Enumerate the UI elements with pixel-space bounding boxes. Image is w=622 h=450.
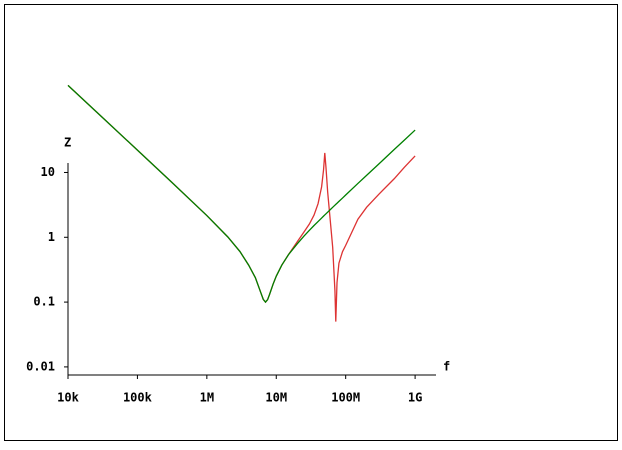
x-axis-label: f <box>443 360 450 374</box>
y-tick-label: 0.01 <box>26 359 55 373</box>
x-tick-label: 10M <box>265 391 287 405</box>
x-tick-label: 100M <box>331 391 360 405</box>
frame <box>4 4 618 441</box>
x-tick-label: 100k <box>123 391 153 405</box>
x-tick-label: 1G <box>408 391 422 405</box>
y-tick-label: 1 <box>48 230 55 244</box>
y-tick-label: 10 <box>41 165 55 179</box>
y-axis-label: Z <box>64 136 71 150</box>
x-tick-label: 10k <box>57 391 79 405</box>
x-tick-label: 1M <box>200 391 214 405</box>
series-line <box>67 84 416 304</box>
y-tick-label: 0.1 <box>33 295 55 309</box>
